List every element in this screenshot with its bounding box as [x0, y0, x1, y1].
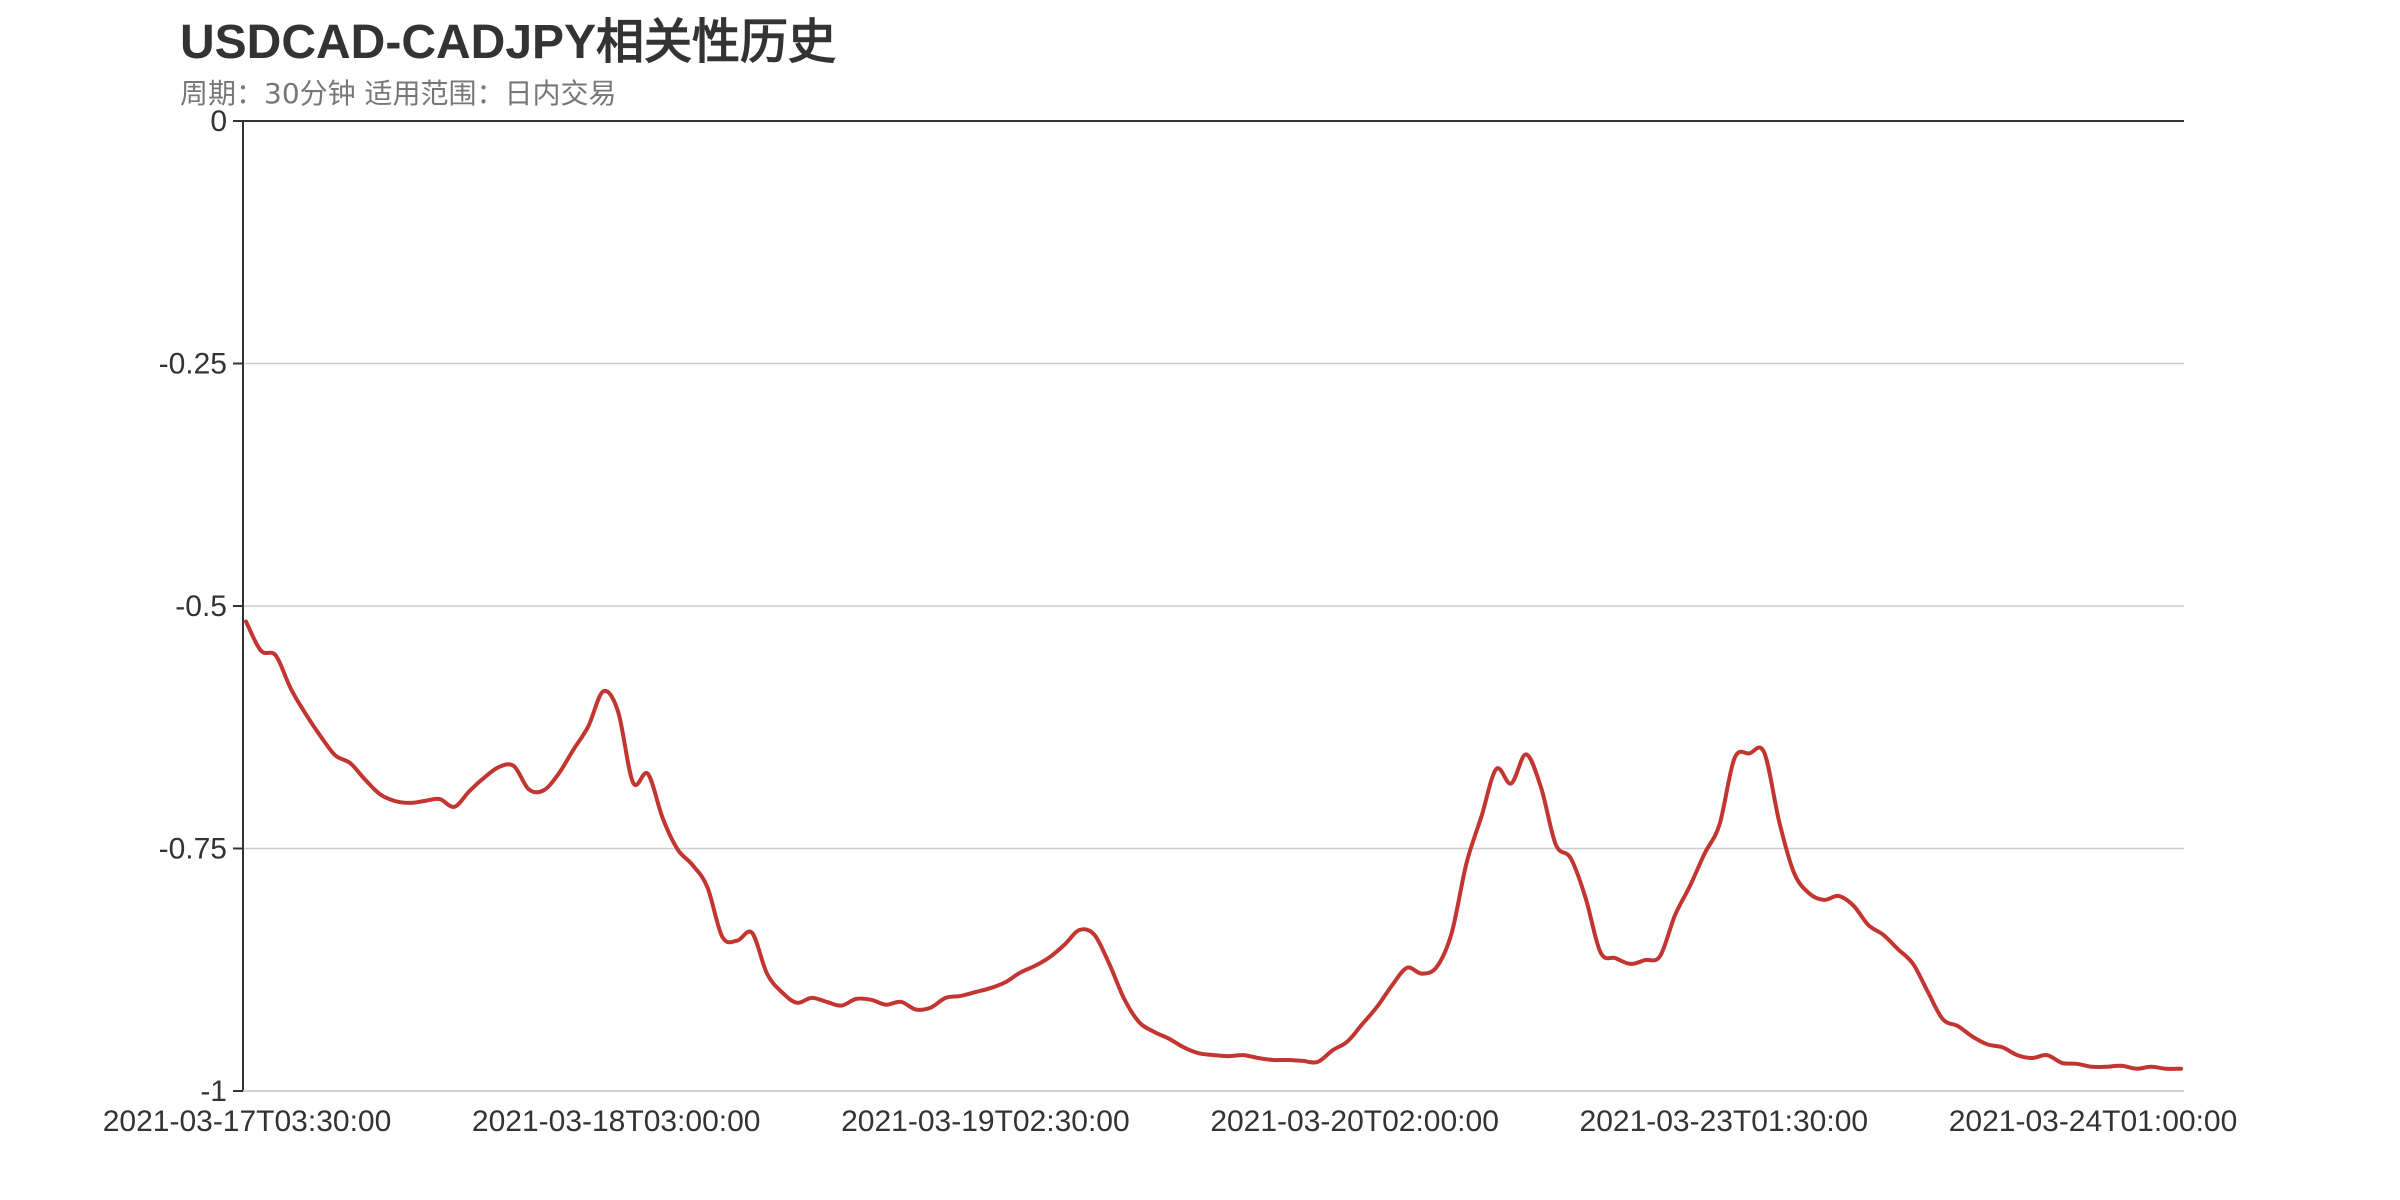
x-tick-label: 2021-03-23T01:30:00	[1580, 1105, 1869, 1138]
y-tick-label: -0.25	[159, 348, 227, 381]
x-tick-label: 2021-03-24T01:00:00	[1949, 1105, 2238, 1138]
y-tick-label: -1	[200, 1075, 227, 1108]
axes	[233, 120, 2184, 1092]
chart-title: USDCAD-CADJPY相关性历史	[180, 16, 837, 69]
x-tick-label: 2021-03-20T02:00:00	[1210, 1105, 1499, 1138]
x-tick-label: 2021-03-17T03:30:00	[103, 1105, 392, 1138]
chart-subtitle: 周期：30分钟 适用范围：日内交易	[180, 77, 617, 110]
x-tick-label: 2021-03-19T02:30:00	[841, 1105, 1130, 1138]
x-tick-label: 2021-03-18T03:00:00	[472, 1105, 761, 1138]
y-tick-label: -0.5	[175, 590, 227, 623]
series-layer	[244, 619, 2183, 1071]
y-tick-label: 0	[210, 105, 227, 138]
y-tick-label: -0.75	[159, 833, 227, 866]
correlation-series-line	[244, 619, 2183, 1071]
